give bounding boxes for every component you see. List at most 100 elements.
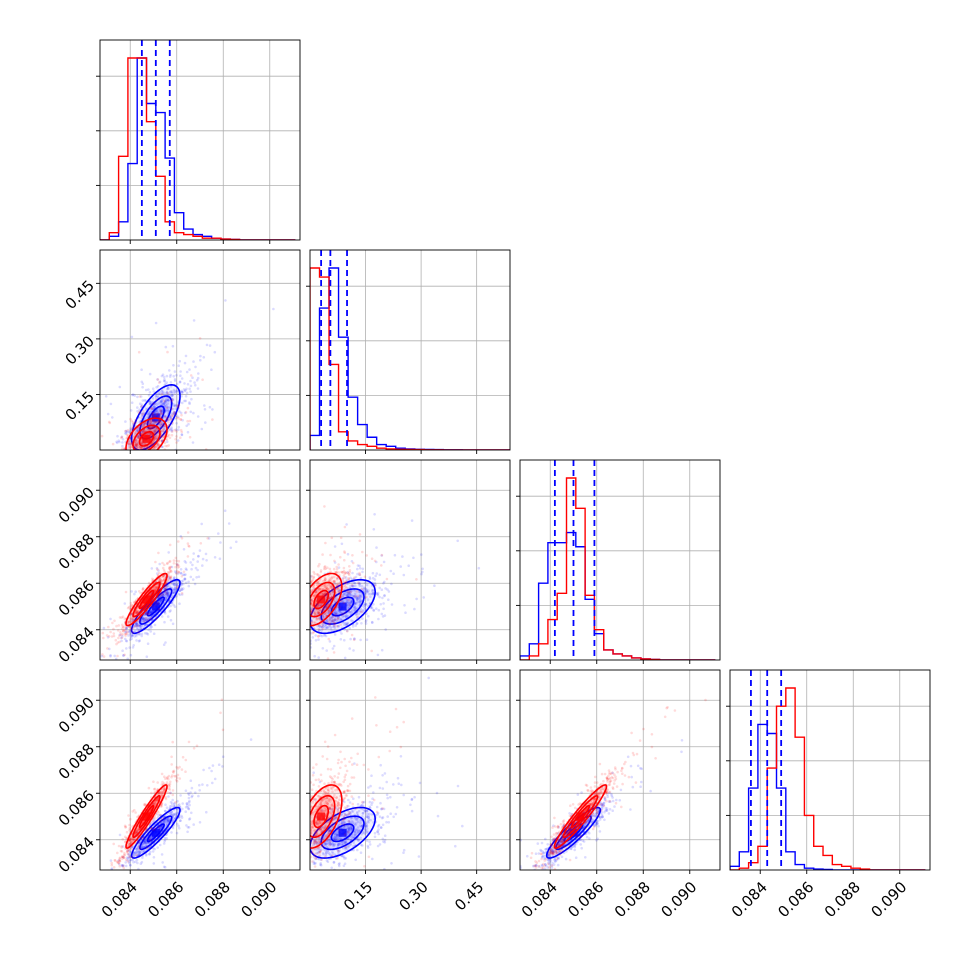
- scatter-point: [375, 572, 379, 575]
- scatter-point: [367, 614, 370, 618]
- scatter-point: [347, 578, 351, 581]
- scatter-point: [348, 570, 352, 574]
- scatter-point: [149, 611, 152, 615]
- scatter-point: [147, 413, 150, 416]
- scatter-point: [196, 387, 200, 390]
- scatter-point: [380, 588, 384, 591]
- scatter-point: [319, 603, 323, 607]
- scatter-point: [314, 621, 317, 625]
- scatter-point: [189, 791, 192, 794]
- scatter-point: [330, 619, 334, 623]
- scatter-point: [336, 585, 339, 588]
- scatter-point: [166, 594, 170, 597]
- scatter-point: [174, 581, 177, 584]
- scatter-point: [180, 587, 183, 590]
- scatter-point: [163, 620, 166, 624]
- scatter-point: [183, 382, 186, 385]
- scatter-point: [127, 446, 131, 450]
- scatter-point: [323, 576, 327, 579]
- scatter-point: [124, 432, 128, 435]
- scatter-point: [372, 592, 375, 595]
- scatter-point: [323, 593, 327, 596]
- scatter-point: [146, 842, 149, 845]
- scatter-point: [166, 386, 170, 390]
- scatter-point: [141, 412, 145, 416]
- scatter-point: [162, 402, 166, 405]
- scatter-point: [191, 441, 195, 444]
- scatter-point: [134, 624, 137, 628]
- scatter-point: [372, 528, 376, 531]
- scatter-point: [161, 428, 164, 431]
- scatter-point: [136, 624, 140, 628]
- scatter-point: [122, 855, 125, 859]
- scatter-point: [125, 850, 129, 853]
- scatter-point: [161, 412, 165, 416]
- scatter-point: [154, 396, 158, 399]
- scatter-point: [163, 570, 166, 574]
- scatter-point: [141, 617, 145, 620]
- scatter-point: [352, 594, 356, 598]
- scatter-point: [158, 381, 161, 384]
- scatter-point: [130, 590, 133, 593]
- scatter-point: [379, 603, 383, 606]
- scatter-point: [171, 582, 174, 586]
- scatter-point: [208, 405, 212, 409]
- scatter-point: [170, 429, 173, 433]
- scatter-point: [170, 411, 173, 415]
- scatter-point: [171, 407, 175, 411]
- scatter-point: [150, 442, 154, 446]
- scatter-point: [310, 621, 314, 625]
- panel-frame: [99, 39, 301, 241]
- scatter-point: [376, 591, 380, 595]
- scatter-point: [365, 595, 368, 599]
- scatter-point: [361, 567, 365, 571]
- scatter-point: [173, 391, 176, 395]
- scatter-point: [310, 601, 313, 605]
- scatter-point: [162, 435, 165, 438]
- scatter-point: [117, 624, 121, 627]
- scatter-point: [157, 551, 160, 555]
- scatter-point: [153, 405, 156, 409]
- scatter-point: [180, 588, 184, 591]
- scatter-point: [370, 649, 374, 653]
- scatter-point: [174, 800, 177, 804]
- scatter-point: [354, 613, 358, 617]
- scatter-point: [355, 598, 359, 601]
- scatter-point: [122, 654, 125, 657]
- scatter-point: [175, 831, 179, 835]
- scatter-point: [168, 578, 171, 582]
- scatter-point: [211, 418, 214, 421]
- scatter-point: [118, 440, 121, 444]
- scatter-point: [137, 434, 140, 438]
- scatter-point: [365, 638, 369, 641]
- scatter-point: [317, 629, 321, 632]
- scatter-point: [144, 399, 147, 403]
- scatter-point: [389, 569, 393, 573]
- scatter-point: [173, 570, 177, 573]
- scatter-point: [112, 866, 116, 869]
- scatter-point: [165, 837, 169, 840]
- scatter-point: [156, 384, 160, 388]
- scatter-point: [323, 584, 327, 587]
- scatter-point: [173, 587, 177, 590]
- scatter-point: [350, 610, 353, 614]
- scatter-point: [128, 838, 131, 842]
- scatter-point: [171, 622, 175, 626]
- scatter-point: [356, 600, 359, 603]
- scatter-point: [166, 776, 169, 779]
- scatter-point: [158, 420, 162, 424]
- scatter-point: [167, 783, 171, 786]
- scatter-point: [330, 596, 333, 599]
- scatter-point: [131, 646, 135, 649]
- scatter-point: [171, 814, 175, 817]
- scatter-point: [159, 411, 163, 415]
- scatter-point: [170, 417, 173, 421]
- scatter-point: [317, 611, 321, 615]
- scatter-point: [171, 398, 175, 401]
- scatter-point: [129, 850, 132, 854]
- scatter-point: [164, 382, 167, 386]
- scatter-point: [310, 642, 312, 645]
- scatter-point: [153, 438, 157, 442]
- scatter-point: [311, 631, 315, 635]
- scatter-point: [336, 612, 339, 615]
